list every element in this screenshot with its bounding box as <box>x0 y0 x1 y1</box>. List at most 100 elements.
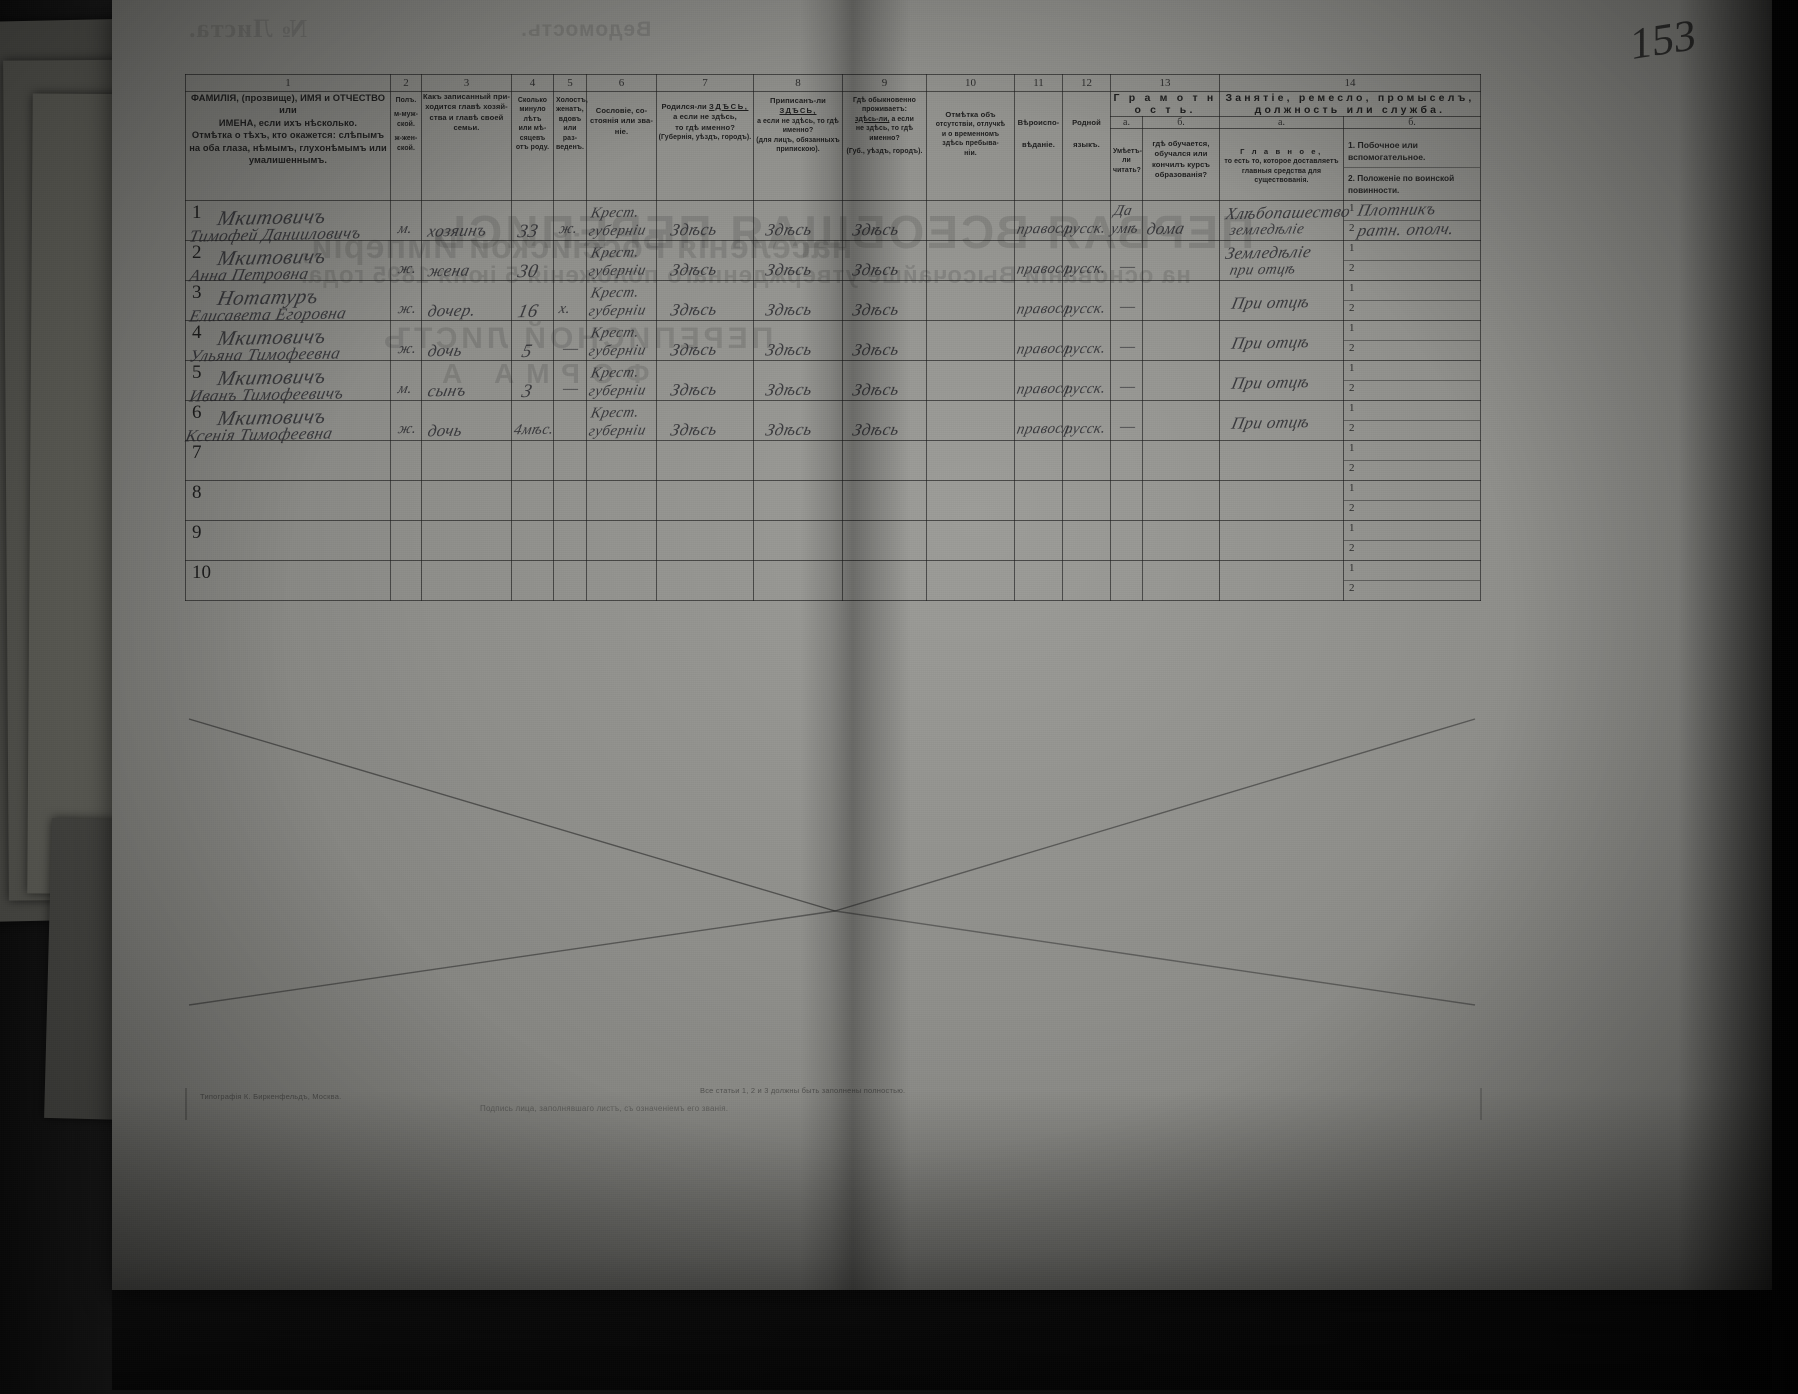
cell-marital-1[interactable]: ж. <box>553 200 587 241</box>
cell-literacy-b-6[interactable] <box>1142 400 1220 441</box>
cell-birthplace-5[interactable]: Здѣсь <box>656 360 754 401</box>
cell-religion-2[interactable]: правосл. <box>1014 240 1075 281</box>
cell-age-9[interactable] <box>511 520 554 561</box>
occ-b-top-10[interactable]: 1 <box>1344 561 1480 581</box>
cell-language-3[interactable]: русск. <box>1062 280 1111 321</box>
cell-occupation-a-7[interactable] <box>1219 440 1344 481</box>
occ-b-bottom-9[interactable]: 2 <box>1344 541 1480 561</box>
cell-absence-1[interactable] <box>926 200 1015 241</box>
cell-occupation-a-8[interactable] <box>1219 480 1344 521</box>
cell-estate-7[interactable] <box>586 440 657 481</box>
cell-residence-10[interactable] <box>842 560 927 601</box>
cell-literacy-b-5[interactable] <box>1142 360 1220 401</box>
cell-language-1[interactable]: русск. <box>1062 200 1111 241</box>
occ-b-top-3[interactable]: 1 <box>1344 281 1480 301</box>
cell-marital-6[interactable] <box>553 400 587 441</box>
cell-name-7[interactable]: 7 <box>185 440 391 481</box>
occ-b-bottom-2[interactable]: 2 <box>1344 261 1480 281</box>
cell-residence-6[interactable]: Здѣсь <box>842 400 927 441</box>
cell-registered-9[interactable] <box>753 520 843 561</box>
cell-age-3[interactable]: 16 <box>511 280 554 322</box>
cell-language-8[interactable] <box>1062 480 1111 521</box>
cell-registered-3[interactable]: Здѣсь <box>753 280 843 321</box>
cell-occupation-a-1[interactable]: Хлѣбопашество земледѣлiе <box>1219 200 1352 241</box>
occ-b-bottom-3[interactable]: 2 <box>1344 301 1480 321</box>
cell-age-7[interactable] <box>511 440 554 481</box>
cell-sex-6[interactable]: ж. <box>390 400 422 441</box>
cell-residence-2[interactable]: Здѣсь <box>842 240 927 281</box>
occ-b-bottom-6[interactable]: 2 <box>1344 421 1480 441</box>
cell-literacy-a-6[interactable]: — <box>1110 400 1143 441</box>
cell-birthplace-1[interactable]: Здѣсь <box>656 200 754 241</box>
cell-relation-9[interactable] <box>421 520 512 561</box>
cell-literacy-a-1[interactable]: Да умѣ <box>1109 200 1143 241</box>
cell-residence-3[interactable]: Здѣсь <box>842 280 927 321</box>
cell-relation-2[interactable]: жена <box>421 240 512 281</box>
cell-sex-1[interactable]: м. <box>390 200 422 241</box>
cell-registered-10[interactable] <box>753 560 843 601</box>
cell-literacy-b-3[interactable] <box>1142 280 1220 321</box>
cell-marital-9[interactable] <box>553 520 587 561</box>
cell-estate-3[interactable]: Крест. губернiи <box>586 280 657 321</box>
cell-religion-3[interactable]: правосл. <box>1014 280 1075 321</box>
cell-birthplace-10[interactable] <box>656 560 754 601</box>
cell-religion-10[interactable] <box>1014 560 1063 601</box>
cell-relation-4[interactable]: дочь <box>421 320 512 361</box>
cell-birthplace-7[interactable] <box>656 440 754 481</box>
table-row[interactable]: 1 Мкитовичъ Тимофей Данииловичъ м. хозяи… <box>185 199 1481 246</box>
cell-birthplace-8[interactable] <box>656 480 754 521</box>
cell-name-4[interactable]: 4 Мкитовичъ Ульяна Тимофеевна <box>185 320 391 366</box>
occ-b-bottom-5[interactable]: 2 <box>1344 381 1480 401</box>
cell-name-5[interactable]: 5 Мкитовичъ Иванъ Тимофеевичъ <box>185 360 391 406</box>
cell-absence-9[interactable] <box>926 520 1015 561</box>
cell-religion-6[interactable]: правосл. <box>1014 400 1075 441</box>
cell-religion-5[interactable]: правосл. <box>1014 360 1075 401</box>
cell-occupation-b-4[interactable]: 1 2 <box>1343 320 1481 361</box>
cell-occupation-b-10[interactable]: 1 2 <box>1343 560 1481 601</box>
cell-absence-5[interactable] <box>926 360 1015 401</box>
cell-language-10[interactable] <box>1062 560 1111 601</box>
occ-b-top-2[interactable]: 1 <box>1344 241 1480 261</box>
occ-b-top-8[interactable]: 1 <box>1344 481 1480 501</box>
cell-literacy-b-2[interactable] <box>1142 240 1220 281</box>
table-row[interactable]: 6 Мкитовичъ Ксенiя Тимофеевна ж. дочь 4м… <box>184 400 1481 446</box>
cell-occupation-a-4[interactable]: При отцѣ <box>1219 320 1344 361</box>
occ-b-top-6[interactable]: 1 <box>1344 401 1480 421</box>
cell-estate-1[interactable]: Крест. губернiи <box>586 200 657 241</box>
cell-absence-7[interactable] <box>926 440 1015 481</box>
cell-sex-9[interactable] <box>390 520 422 561</box>
cell-religion-4[interactable]: правосл. <box>1014 320 1075 361</box>
cell-occupation-a-5[interactable]: При отцѣ <box>1219 360 1344 401</box>
cell-literacy-a-4[interactable]: — <box>1110 320 1143 361</box>
cell-relation-3[interactable]: дочер. <box>421 280 512 321</box>
cell-occupation-b-2[interactable]: 1 2 <box>1343 240 1481 281</box>
cell-literacy-b-4[interactable] <box>1142 320 1220 361</box>
cell-literacy-a-10[interactable] <box>1110 560 1143 601</box>
cell-literacy-b-9[interactable] <box>1142 520 1220 561</box>
cell-estate-2[interactable]: Крест. губернiи <box>586 240 657 281</box>
cell-marital-4[interactable]: — <box>553 320 587 361</box>
cell-birthplace-9[interactable] <box>656 520 754 561</box>
table-row[interactable]: 3 Нотатуръ Елисавета Егоровна ж. дочер. … <box>185 280 1481 326</box>
table-row[interactable]: 8 1 2 <box>185 480 1481 521</box>
cell-name-8[interactable]: 8 <box>185 480 391 521</box>
cell-birthplace-6[interactable]: Здѣсь <box>656 400 754 441</box>
cell-estate-10[interactable] <box>586 560 657 601</box>
cell-registered-1[interactable]: Здѣсь <box>753 200 843 241</box>
cell-marital-5[interactable]: — <box>553 360 587 401</box>
cell-marital-3[interactable]: х. <box>553 280 587 321</box>
cell-marital-7[interactable] <box>553 440 587 481</box>
occ-b-top-9[interactable]: 1 <box>1344 521 1480 541</box>
cell-estate-8[interactable] <box>586 480 657 521</box>
cell-literacy-b-1[interactable]: дома <box>1142 200 1220 241</box>
cell-name-3[interactable]: 3 Нотатуръ Елисавета Егоровна <box>185 280 391 326</box>
occ-b-top-7[interactable]: 1 <box>1344 441 1480 461</box>
cell-language-7[interactable] <box>1062 440 1111 481</box>
cell-absence-10[interactable] <box>926 560 1015 601</box>
cell-registered-5[interactable]: Здѣсь <box>753 360 843 401</box>
cell-name-1[interactable]: 1 Мкитовичъ Тимофей Данииловичъ <box>185 200 391 246</box>
cell-occupation-b-5[interactable]: 1 2 <box>1343 360 1481 401</box>
cell-absence-8[interactable] <box>926 480 1015 521</box>
occ-b-bottom-10[interactable]: 2 <box>1344 581 1480 601</box>
cell-occupation-b-9[interactable]: 1 2 <box>1343 520 1481 561</box>
